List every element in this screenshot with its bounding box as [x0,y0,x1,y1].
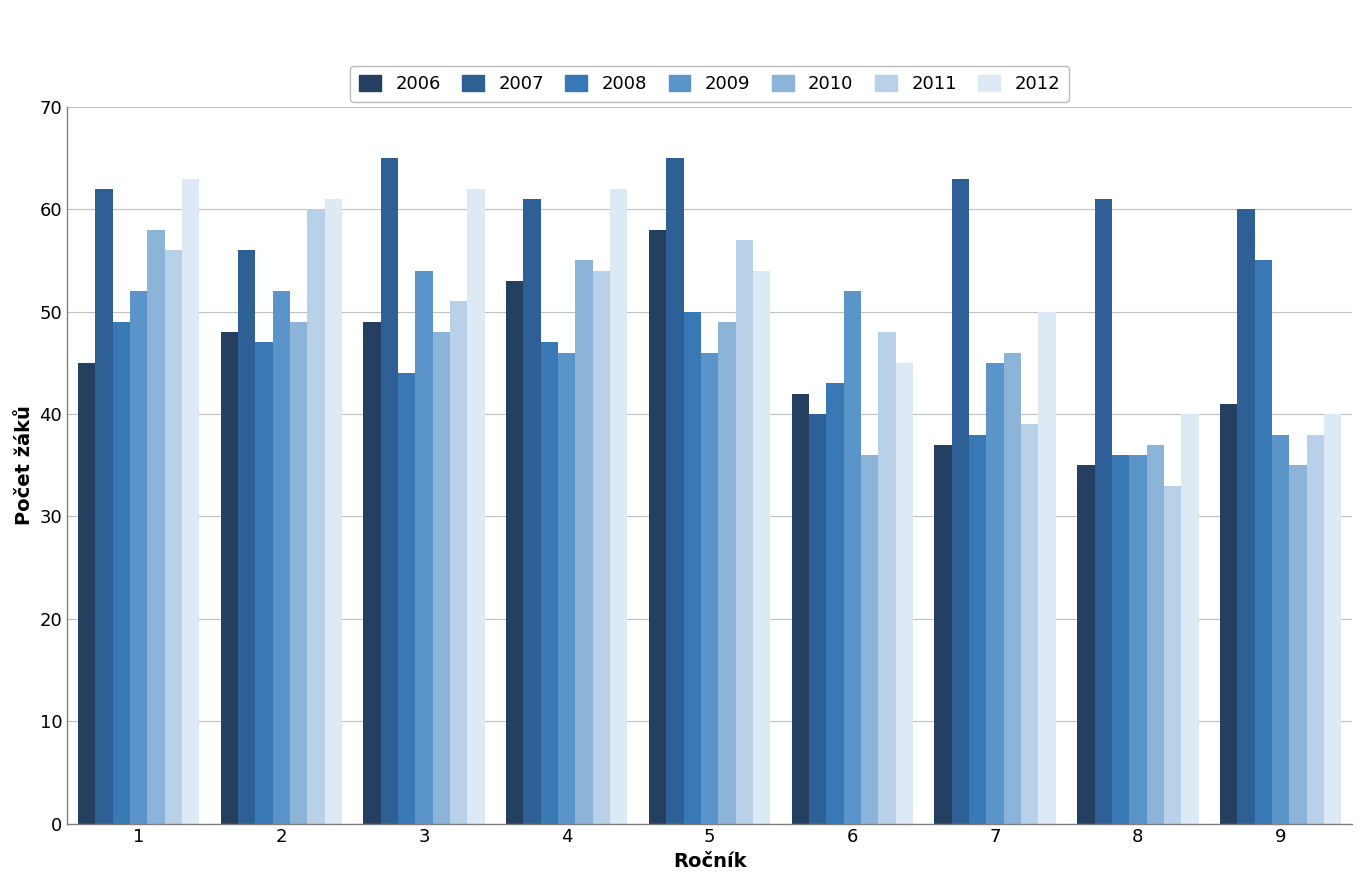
Bar [895,363,913,824]
Bar [666,158,684,824]
Bar [1095,199,1111,824]
Bar [951,179,969,824]
Bar [290,322,308,824]
Bar [468,189,485,824]
Bar [96,189,112,824]
Bar [364,322,381,824]
Bar [558,353,576,824]
Bar [112,322,130,824]
Bar [718,322,735,824]
Bar [576,260,593,824]
Bar [220,332,238,824]
Bar [753,271,770,824]
Bar [541,342,558,824]
Bar [987,363,1003,824]
Bar [684,312,701,824]
Bar [182,179,200,824]
Bar [610,189,627,824]
Bar [1181,414,1199,824]
Bar [1219,404,1237,824]
Bar [130,291,148,824]
Bar [238,250,256,824]
Y-axis label: Počet žáků: Počet žáků [15,405,34,525]
X-axis label: Ročník: Ročník [673,852,746,871]
Bar [843,291,861,824]
Bar [256,342,272,824]
Bar [791,393,809,824]
Bar [879,332,895,824]
Bar [416,271,433,824]
Bar [1325,414,1341,824]
Bar [381,158,398,824]
Bar [1021,424,1039,824]
Bar [524,199,541,824]
Bar [1271,434,1289,824]
Bar [1111,455,1129,824]
Bar [398,373,416,824]
Bar [324,199,342,824]
Bar [433,332,450,824]
Bar [701,353,718,824]
Bar [1003,353,1021,824]
Bar [1237,209,1255,824]
Bar [735,240,753,824]
Bar [506,281,524,824]
Bar [1307,434,1325,824]
Bar [1255,260,1271,824]
Bar [1163,486,1181,824]
Bar [308,209,324,824]
Bar [649,229,666,824]
Bar [935,445,951,824]
Bar [1289,465,1307,824]
Legend: 2006, 2007, 2008, 2009, 2010, 2011, 2012: 2006, 2007, 2008, 2009, 2010, 2011, 2012 [350,66,1069,102]
Bar [1077,465,1095,824]
Bar [969,434,987,824]
Bar [809,414,826,824]
Bar [826,384,843,824]
Bar [272,291,290,824]
Bar [78,363,96,824]
Bar [1039,312,1055,824]
Bar [164,250,182,824]
Bar [593,271,610,824]
Bar [1129,455,1147,824]
Bar [861,455,879,824]
Bar [148,229,164,824]
Bar [1147,445,1163,824]
Bar [450,301,468,824]
